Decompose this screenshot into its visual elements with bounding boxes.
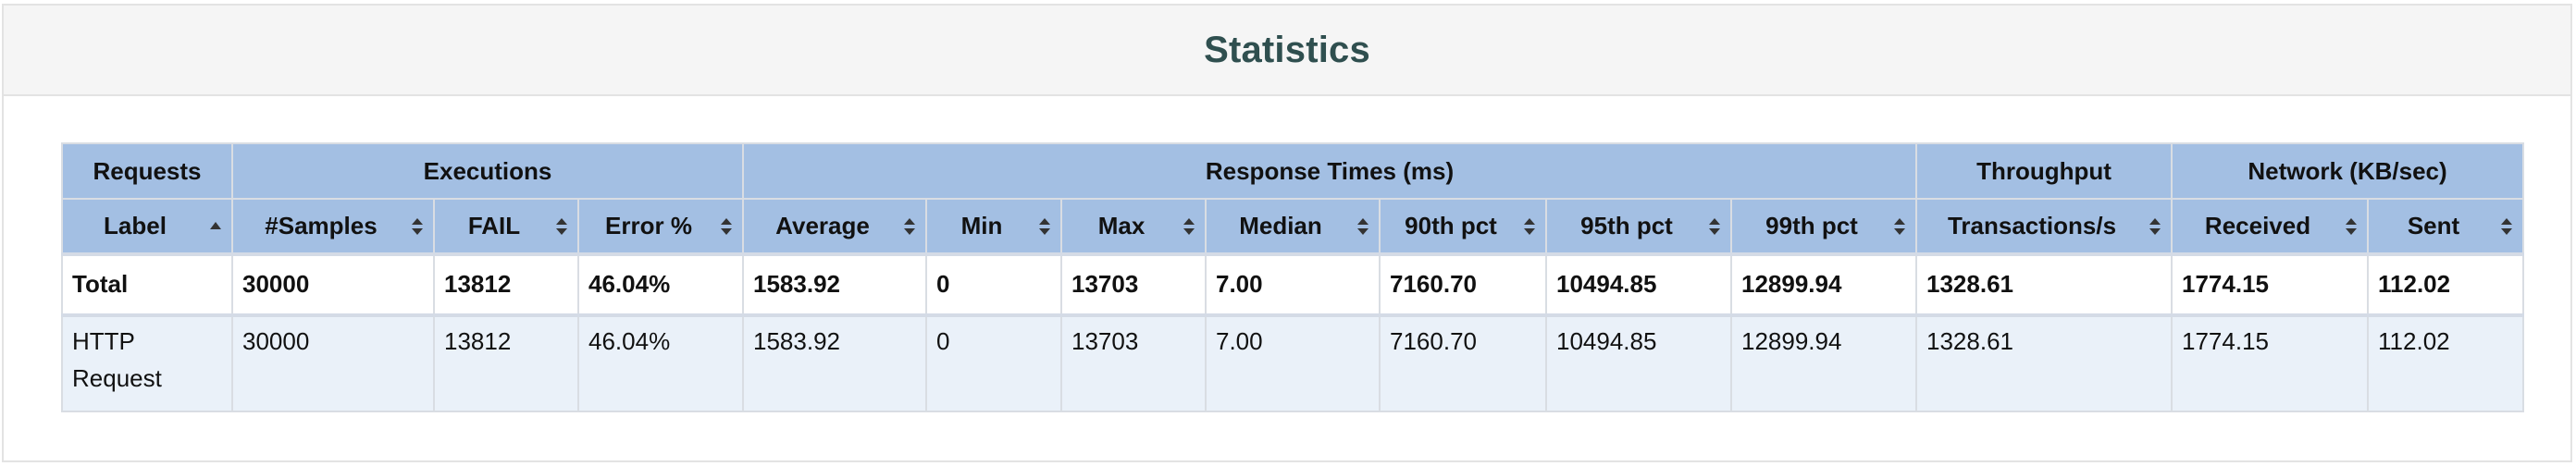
sort-asc-icon[interactable] <box>209 216 222 237</box>
column-header-label: 90th pct <box>1405 212 1497 239</box>
cell-fail: 13812 <box>433 253 579 317</box>
cell-samples: 30000 <box>231 253 435 317</box>
sort-icon[interactable] <box>1708 216 1721 237</box>
cell-samples: 30000 <box>231 314 435 412</box>
cell-error: 46.04% <box>577 314 744 412</box>
cell-min: 0 <box>925 253 1062 317</box>
cell-min: 0 <box>925 314 1062 412</box>
column-header-label: #Samples <box>265 212 378 239</box>
cell-fail: 13812 <box>433 314 579 412</box>
group-header-throughput: Throughput <box>1915 142 2174 200</box>
sort-icon[interactable] <box>2345 216 2358 237</box>
cell-99th-pct: 12899.94 <box>1729 314 1918 412</box>
sort-icon[interactable] <box>411 216 424 237</box>
sort-icon[interactable] <box>555 216 568 237</box>
column-header-sent[interactable]: Sent <box>2367 198 2525 256</box>
sort-icon[interactable] <box>1893 216 1906 237</box>
statistics-table: Requests Executions Response Times (ms) Thr… <box>61 142 2525 412</box>
column-header-95th-pct[interactable]: 95th pct <box>1545 198 1732 256</box>
cell-label: HTTP Request <box>61 314 233 412</box>
cell-median: 7.00 <box>1205 314 1381 412</box>
cell-received: 1774.15 <box>2171 314 2370 412</box>
sort-icon[interactable] <box>2500 216 2513 237</box>
sort-icon[interactable] <box>903 216 916 237</box>
column-header-min[interactable]: Min <box>925 198 1062 256</box>
sort-icon[interactable] <box>1523 216 1536 237</box>
cell-median: 7.00 <box>1205 253 1381 317</box>
group-header-network-kb-sec: Network (KB/sec) <box>2171 142 2525 200</box>
cell-average: 1583.92 <box>742 253 927 317</box>
column-header-label: 99th pct <box>1765 212 1858 239</box>
cell-sent: 112.02 <box>2367 314 2525 412</box>
group-header-response-times-ms: Response Times (ms) <box>741 142 1918 200</box>
column-header-label: Transactions/s <box>1947 212 2117 239</box>
column-header-median[interactable]: Median <box>1205 198 1381 256</box>
panel-title: Statistics <box>1204 29 1370 70</box>
sort-icon[interactable] <box>1183 216 1195 237</box>
cell-99th-pct: 12899.94 <box>1729 253 1918 317</box>
column-header-label: 95th pct <box>1580 212 1673 239</box>
column-header-samples[interactable]: #Samples <box>231 198 435 256</box>
column-header-received[interactable]: Received <box>2171 198 2370 256</box>
column-header-90th-pct[interactable]: 90th pct <box>1379 198 1547 256</box>
column-header-99th-pct[interactable]: 99th pct <box>1729 198 1918 256</box>
column-header-label: Label <box>104 212 167 239</box>
column-header-label: Median <box>1239 212 1322 239</box>
panel-heading[interactable]: Statistics <box>4 6 2570 96</box>
cell-95th-pct: 10494.85 <box>1545 314 1732 412</box>
group-header-executions: Executions <box>231 142 744 200</box>
column-header-label: Min <box>960 212 1003 239</box>
cell-90th-pct: 7160.70 <box>1379 314 1547 412</box>
statistics-panel: Statistics Requests Executions Response Ti… <box>2 4 2572 462</box>
table-body: Total 30000 13812 46.04% 1583.92 0 13703 7.00 71… <box>61 253 2525 412</box>
column-header-transactions-s[interactable]: Transactions/s <box>1915 198 2174 256</box>
total-row: Total 30000 13812 46.04% 1583.92 0 13703 7.00 71… <box>61 253 2525 317</box>
cell-sent: 112.02 <box>2367 253 2525 317</box>
cell-max: 13703 <box>1060 314 1207 412</box>
cell-transactions-s: 1328.61 <box>1915 314 2174 412</box>
column-header-fail[interactable]: FAIL <box>433 198 579 256</box>
sort-icon[interactable] <box>1038 216 1051 237</box>
sort-icon[interactable] <box>2149 216 2161 237</box>
cell-error: 46.04% <box>577 253 744 317</box>
table-row: HTTP Request 30000 13812 46.04% 1583.92 0 1370… <box>61 314 2525 412</box>
column-header-row: Label #Samples FAIL Error % Average Min Max Med… <box>61 198 2525 256</box>
cell-received: 1774.15 <box>2171 253 2370 317</box>
column-header-label: Error % <box>605 212 692 239</box>
column-header-label: FAIL <box>467 212 521 239</box>
column-header-error[interactable]: Error % <box>577 198 744 256</box>
cell-95th-pct: 10494.85 <box>1545 253 1732 317</box>
group-header-row: Requests Executions Response Times (ms) Thr… <box>61 142 2525 200</box>
cell-label: Total <box>61 253 233 317</box>
cell-average: 1583.92 <box>742 314 927 412</box>
sort-icon[interactable] <box>720 216 733 237</box>
column-header-label: Average <box>775 212 870 239</box>
column-header-label[interactable]: Label <box>61 198 233 256</box>
column-header-average[interactable]: Average <box>742 198 927 256</box>
cell-90th-pct: 7160.70 <box>1379 253 1547 317</box>
group-header-requests: Requests <box>61 142 233 200</box>
cell-transactions-s: 1328.61 <box>1915 253 2174 317</box>
column-header-max[interactable]: Max <box>1060 198 1207 256</box>
column-header-label: Max <box>1097 212 1146 239</box>
column-header-label: Sent <box>2407 212 2460 239</box>
cell-max: 13703 <box>1060 253 1207 317</box>
sort-icon[interactable] <box>1356 216 1369 237</box>
column-header-label: Received <box>2204 212 2311 239</box>
